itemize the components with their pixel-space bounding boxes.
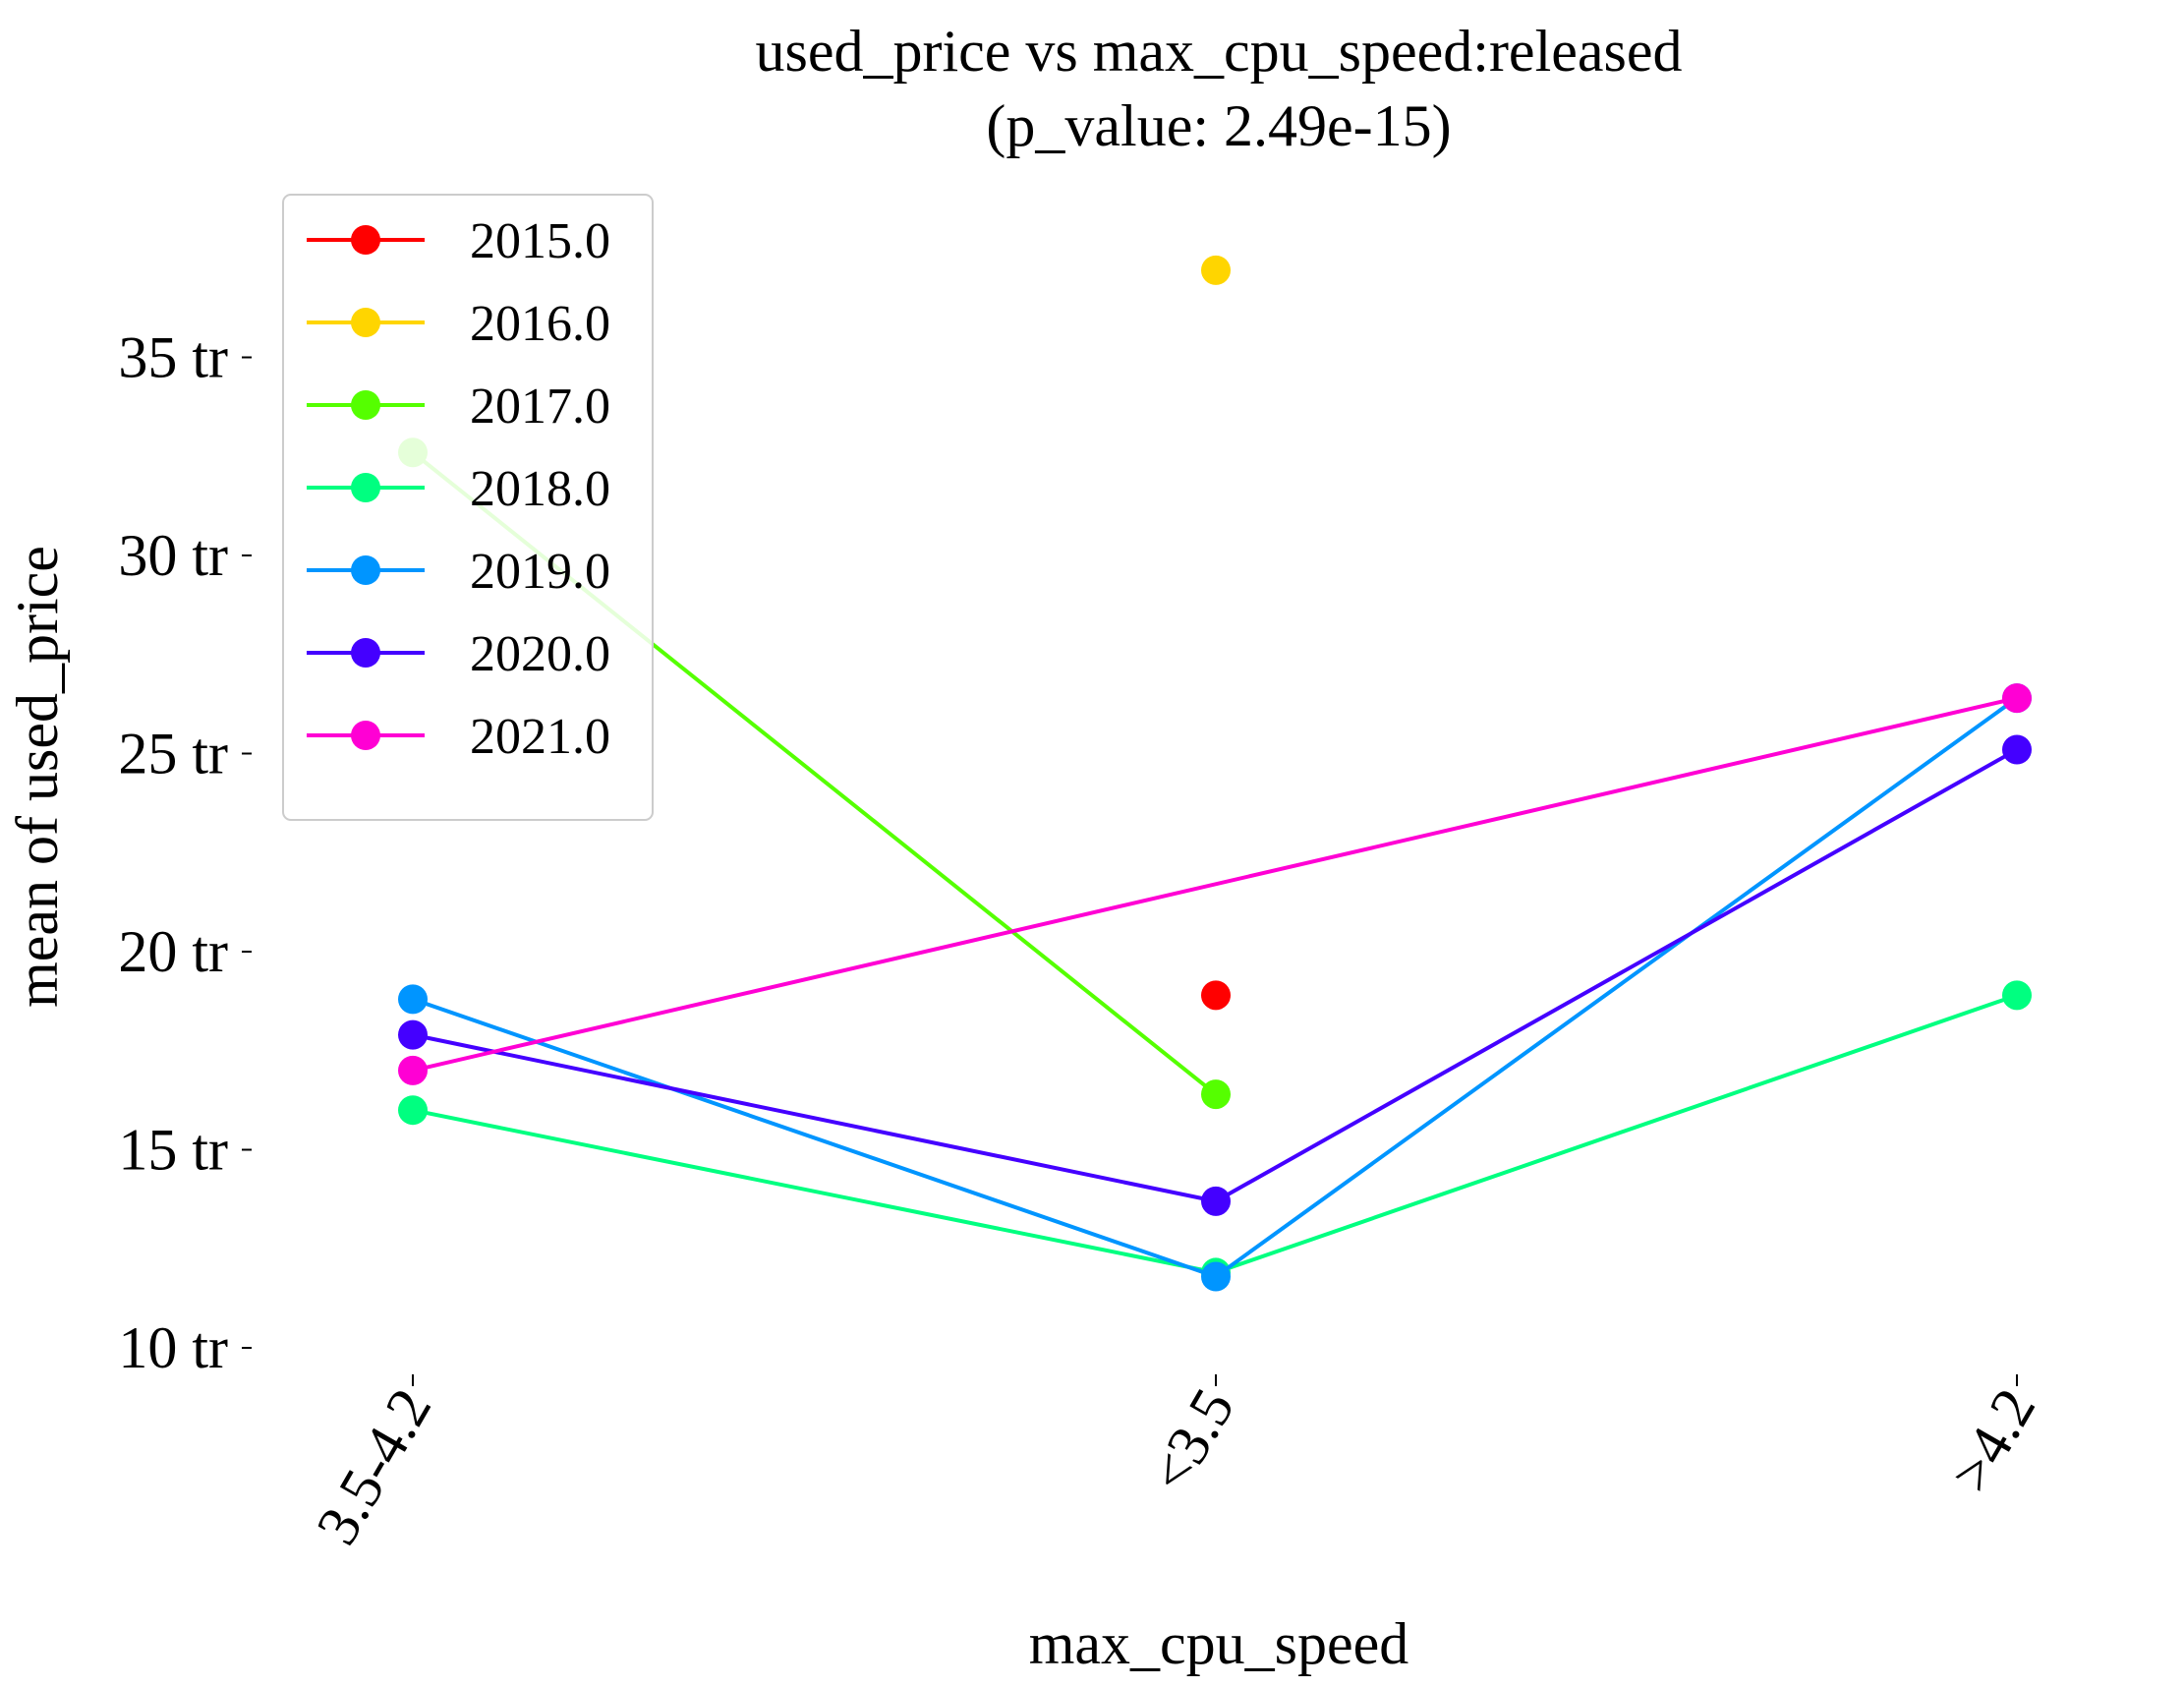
legend-swatch-marker [351,390,380,420]
series-2020.0 [398,734,2032,1216]
x-axis-label: max_cpu_speed [1029,1611,1409,1676]
data-point [2002,683,2032,714]
legend-label: 2020.0 [470,626,610,682]
data-point [2002,734,2032,765]
legend-label: 2018.0 [470,461,610,517]
data-point [398,1019,428,1050]
y-tick-label: 20 tr [118,919,228,984]
series-line [412,993,2018,1275]
chart-subtitle: (p_value: 2.49e-15) [986,93,1451,158]
y-tick-label: 10 tr [118,1315,228,1380]
y-tick-label: 25 tr [118,722,228,786]
x-tick-label: 3.5-4.2 [304,1378,443,1555]
legend-swatch-marker [351,638,380,668]
series-2021.0 [398,683,2032,1085]
data-point [1201,1186,1231,1216]
legend-swatch-marker [351,308,380,337]
series-2018.0 [398,980,2032,1288]
legend-item: 2021.0 [307,709,610,765]
series-2015.0 [1201,980,1231,1011]
y-axis-label: mean of used_price [5,546,70,1008]
legend-label: 2021.0 [470,709,610,765]
data-point [398,1055,428,1085]
series-line [412,747,2018,1204]
legend-item: 2020.0 [307,626,610,682]
legend-swatch-marker [351,225,380,255]
data-point [1201,980,1231,1011]
y-tick-label: 30 tr [118,523,228,588]
legend-swatch-marker [351,473,380,502]
y-axis: 10 tr 15 tr 20 tr 25 tr 30 tr 35 tr [118,325,252,1380]
legend-label: 2016.0 [470,296,610,352]
legend-item: 2017.0 [307,378,610,435]
series-2016.0 [1201,255,1231,285]
y-tick-label: 35 tr [118,325,228,390]
data-point [1201,255,1231,285]
legend-item: 2019.0 [307,544,610,600]
legend-swatch-marker [351,555,380,585]
chart-title: used_price vs max_cpu_speed:released [756,19,1683,84]
legend-swatch-marker [351,721,380,750]
y-tick-label: 15 tr [118,1118,228,1183]
data-point [2002,980,2032,1011]
data-point [398,984,428,1015]
legend-item: 2018.0 [307,461,610,517]
series-line [412,696,2018,1073]
legend-item: 2016.0 [307,296,610,352]
data-point [1201,1079,1231,1110]
data-point [398,1095,428,1126]
x-tick-label: >4.2 [1938,1378,2048,1503]
legend-label: 2015.0 [470,213,610,269]
legend-label: 2019.0 [470,544,610,600]
legend-label: 2017.0 [470,378,610,435]
legend: 2015.0 2016.0 2017.0 2018.0 2019.0 2020.0 2021… [282,194,654,821]
data-point [1201,1261,1231,1292]
x-tick-label: <3.5 [1137,1378,1247,1503]
x-axis: 3.5-4.2 <3.5 >4.2 [304,1374,2047,1555]
legend-item: 2015.0 [307,213,610,269]
